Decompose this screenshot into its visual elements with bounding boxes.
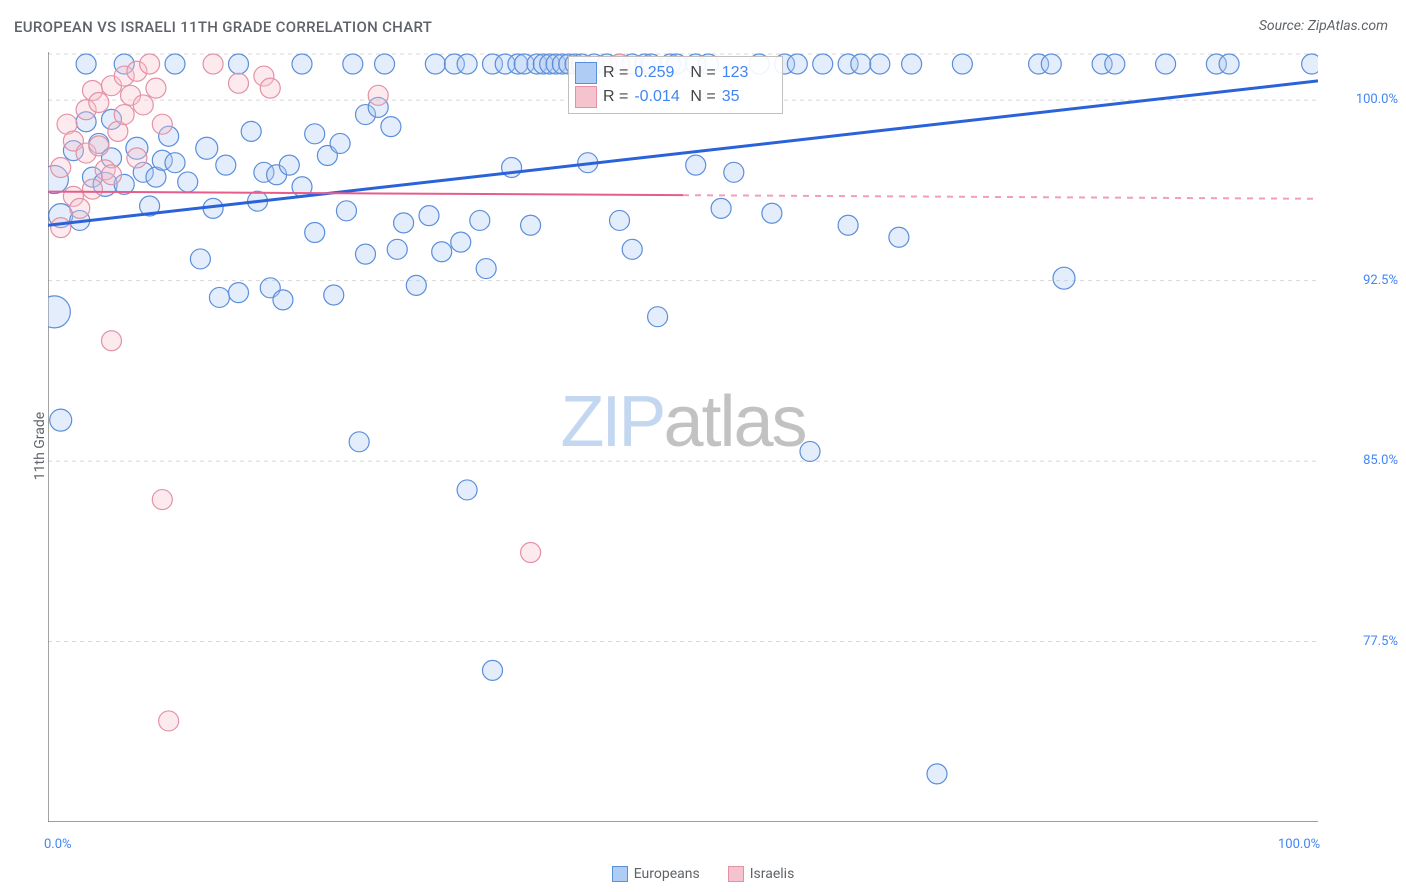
legend-color-europeans <box>612 866 628 882</box>
legend-r-value-europeans: 0.259 <box>634 64 684 82</box>
legend-row-israelis: R = -0.014 N = 35 <box>575 85 772 109</box>
legend-n-value-europeans: 123 <box>722 64 772 82</box>
plot-area: R = 0.259 N = 123 R = -0.014 N = 35 ZIPa… <box>48 52 1318 822</box>
legend-item-europeans[interactable]: Europeans <box>612 866 700 882</box>
x-tick-label: 0.0% <box>44 837 72 852</box>
legend-n-label: N = <box>690 88 715 106</box>
y-tick-label: 77.5% <box>1328 634 1398 649</box>
legend-r-label: R = <box>603 64 628 82</box>
y-axis-label: 11th Grade <box>32 412 48 480</box>
legend-swatch-israelis <box>575 86 597 108</box>
legend-color-israelis <box>728 866 744 882</box>
legend-label-israelis: Israelis <box>750 866 795 882</box>
legend-r-value-israelis: -0.014 <box>634 88 684 106</box>
legend-row-europeans: R = 0.259 N = 123 <box>575 61 772 85</box>
y-tick-label: 92.5% <box>1328 273 1398 288</box>
legend-swatch-europeans <box>575 62 597 84</box>
legend-n-value-israelis: 35 <box>722 88 772 106</box>
y-tick-label: 100.0% <box>1328 92 1398 107</box>
legend-n-label: N = <box>690 64 715 82</box>
y-tick-label: 85.0% <box>1328 453 1398 468</box>
legend-item-israelis[interactable]: Israelis <box>728 866 795 882</box>
legend-r-label: R = <box>603 88 628 106</box>
x-tick-label: 100.0% <box>1278 837 1320 852</box>
correlation-legend: R = 0.259 N = 123 R = -0.014 N = 35 <box>568 56 783 114</box>
legend-label-europeans: Europeans <box>634 866 700 882</box>
source-attribution: Source: ZipAtlas.com <box>1259 18 1388 34</box>
series-legend: Europeans Israelis <box>0 866 1406 882</box>
scatter-svg <box>48 52 1318 822</box>
chart-title: EUROPEAN VS ISRAELI 11TH GRADE CORRELATI… <box>14 18 432 36</box>
